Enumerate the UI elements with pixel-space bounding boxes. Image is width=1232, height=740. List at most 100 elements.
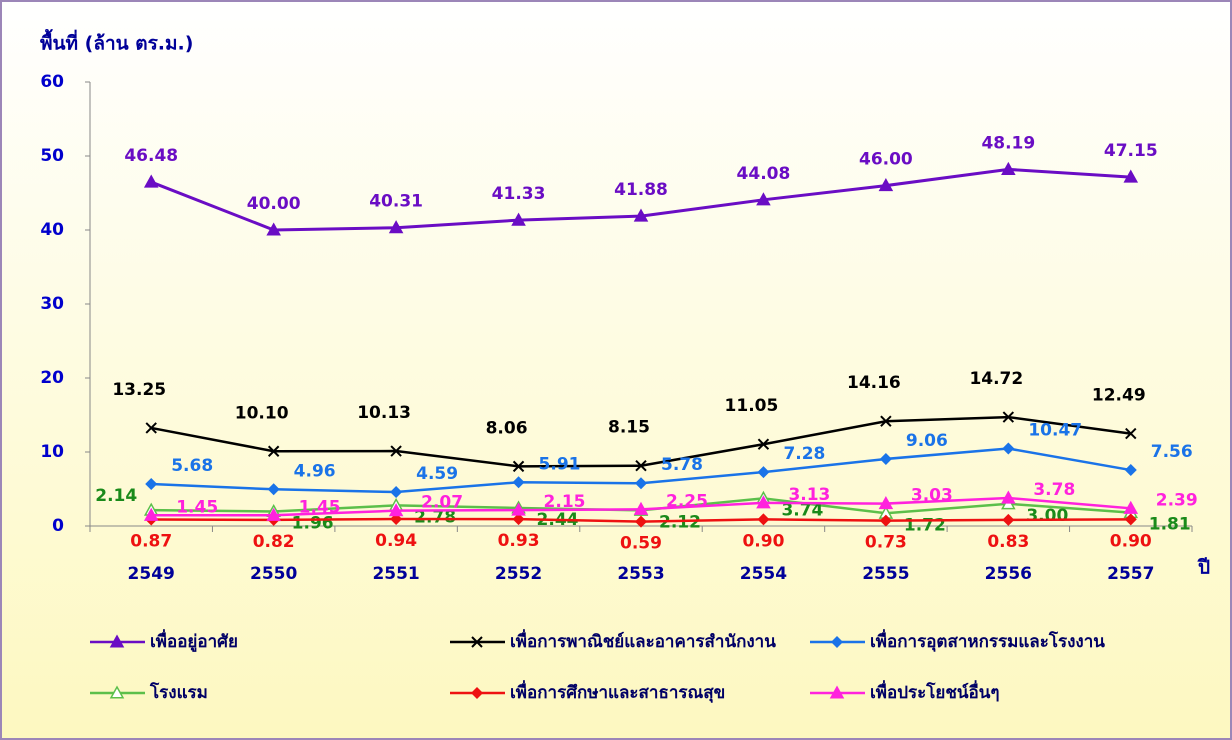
marker	[879, 452, 892, 465]
marker	[267, 445, 280, 457]
data-label: 4.59	[416, 464, 458, 484]
data-label: 14.72	[969, 369, 1023, 389]
marker	[511, 212, 526, 226]
data-label: 44.08	[737, 164, 791, 184]
marker	[145, 477, 158, 490]
data-label: 0.82	[253, 532, 295, 552]
data-label: 2.12	[659, 512, 701, 532]
y-tick-label: 10	[40, 442, 64, 462]
data-label: 8.06	[486, 418, 528, 438]
y-tick-label: 0	[52, 516, 64, 536]
marker	[109, 634, 125, 648]
marker	[880, 415, 892, 427]
legend-label: เพื่อการอุตสาหกรรมและโรงงาน	[870, 629, 1105, 652]
x-tick-label: 2555	[862, 564, 909, 584]
data-label: 13.25	[112, 380, 166, 400]
data-label: 2.14	[95, 486, 137, 506]
marker	[1125, 427, 1137, 440]
marker	[143, 174, 159, 188]
data-label: 10.47	[1028, 421, 1082, 441]
marker	[635, 477, 647, 490]
data-label: 41.88	[614, 180, 668, 200]
y-axis-label: พื้นที่ (ล้าน ตร.ม.)	[40, 29, 193, 55]
marker	[635, 515, 647, 528]
data-label: 3.00	[1026, 506, 1068, 526]
legend-label: เพื่อประโยชน์อื่นๆ	[870, 680, 1000, 703]
data-label: 2.39	[1156, 490, 1198, 510]
marker	[635, 459, 647, 472]
y-tick-label: 20	[40, 368, 64, 388]
marker	[633, 208, 649, 222]
marker	[1123, 500, 1139, 514]
marker	[1002, 442, 1015, 455]
data-label: 2.07	[421, 493, 463, 513]
marker	[878, 178, 894, 192]
marker	[266, 507, 281, 521]
legend-label: โรงแรม	[149, 682, 208, 703]
data-label: 3.78	[1033, 480, 1075, 500]
data-label: 3.74	[781, 500, 823, 520]
marker	[471, 636, 483, 648]
data-label: 5.91	[539, 454, 581, 474]
data-label: 10.13	[357, 403, 411, 423]
data-label: 9.06	[906, 431, 948, 451]
data-label: 14.16	[847, 373, 901, 393]
x-tick-label: 2553	[617, 564, 664, 584]
data-label: 4.96	[294, 461, 336, 481]
marker	[388, 220, 404, 234]
marker	[757, 466, 770, 479]
data-label: 40.31	[369, 192, 423, 212]
data-label: 2.78	[414, 507, 456, 527]
y-tick-label: 40	[40, 220, 64, 240]
marker	[145, 422, 157, 434]
marker	[512, 460, 525, 473]
marker	[831, 636, 843, 648]
data-label: 0.73	[865, 533, 907, 553]
marker	[1002, 513, 1015, 526]
x-tick-label: 2549	[128, 564, 175, 584]
marker	[878, 496, 894, 510]
y-tick-label: 30	[40, 294, 64, 314]
data-label: 0.94	[375, 531, 417, 551]
legend-label: เพื่ออยู่อาศัย	[150, 629, 238, 653]
x-tick-label: 2557	[1107, 564, 1154, 584]
data-label: 0.83	[987, 532, 1029, 552]
legend-label: เพื่อการพาณิชย์และอาคารสำนักงาน	[510, 629, 776, 652]
marker	[267, 483, 280, 496]
data-label: 5.68	[171, 456, 213, 476]
marker	[511, 502, 526, 516]
data-label: 0.93	[498, 531, 540, 551]
marker	[388, 503, 404, 517]
marker	[512, 476, 525, 489]
data-label: 8.15	[608, 418, 650, 438]
data-label: 40.00	[247, 194, 301, 214]
data-label: 46.00	[859, 150, 913, 170]
marker	[390, 445, 402, 457]
legend-label: เพื่อการศึกษาและสาธารณสุข	[510, 680, 725, 703]
x-tick-label: 2552	[495, 564, 542, 584]
data-label: 7.28	[783, 444, 825, 464]
marker	[1002, 411, 1015, 423]
data-label: 48.19	[981, 133, 1035, 153]
data-label: 12.49	[1092, 386, 1146, 406]
marker	[471, 687, 483, 699]
marker	[1001, 161, 1016, 175]
data-label: 2.25	[666, 491, 708, 511]
data-label: 3.13	[788, 485, 830, 505]
data-label: 0.87	[130, 532, 172, 552]
marker	[756, 192, 771, 206]
x-tick-label: 2550	[250, 564, 297, 584]
y-tick-label: 50	[40, 146, 64, 166]
data-label: 11.05	[725, 396, 779, 416]
marker	[757, 513, 770, 526]
data-label: 10.10	[235, 403, 289, 423]
marker	[633, 501, 649, 515]
data-label: 1.81	[1149, 515, 1191, 535]
marker	[266, 222, 281, 236]
data-label: 1.72	[904, 515, 946, 535]
x-tick-label: 2551	[372, 564, 419, 584]
x-tick-label: 2554	[740, 564, 787, 584]
data-label: 3.03	[911, 486, 953, 506]
